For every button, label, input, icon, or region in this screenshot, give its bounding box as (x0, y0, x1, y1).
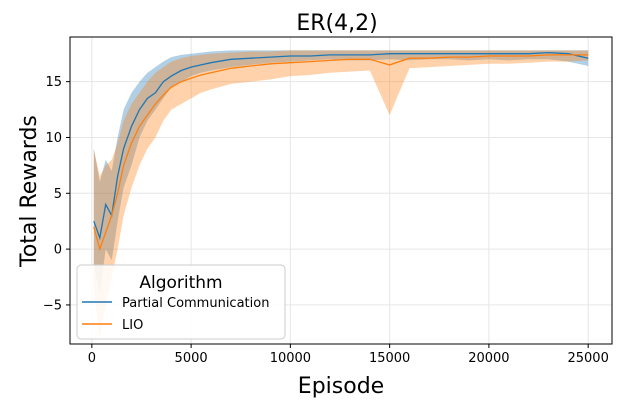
chart-title: ER(4,2) (296, 11, 377, 36)
x-axis-ticks: 0 5000 10000 15000 20000 25000 (88, 344, 609, 366)
x-axis-label: Episode (298, 374, 384, 399)
x-tick-label: 0 (88, 351, 96, 366)
y-tick-label: 15 (45, 75, 62, 90)
y-axis-label: Total Rewards (17, 115, 42, 268)
legend-label-lio: LIO (122, 318, 143, 333)
y-tick-label: −5 (43, 298, 62, 313)
line-lio (93, 54, 589, 252)
plot-frame (69, 36, 613, 345)
y-axis-ticks: −5 0 5 10 15 (43, 75, 70, 313)
x-tick-label: 15000 (369, 351, 410, 366)
legend-title: Algorithm (139, 273, 222, 293)
series-lines (93, 51, 589, 252)
y-tick-label: 0 (54, 243, 62, 258)
legend: Algorithm Partial Communication LIO (76, 264, 286, 340)
x-tick-label: 25000 (567, 351, 608, 366)
x-tick-label: 20000 (468, 351, 509, 366)
legend-label-partial-communication: Partial Communication (122, 296, 269, 311)
x-tick-label: 5000 (175, 351, 208, 366)
x-tick-label: 10000 (270, 351, 311, 366)
legend-box (76, 264, 286, 340)
y-tick-label: 5 (54, 187, 62, 202)
line-partial-communication (93, 51, 589, 241)
y-tick-label: 10 (45, 131, 62, 146)
